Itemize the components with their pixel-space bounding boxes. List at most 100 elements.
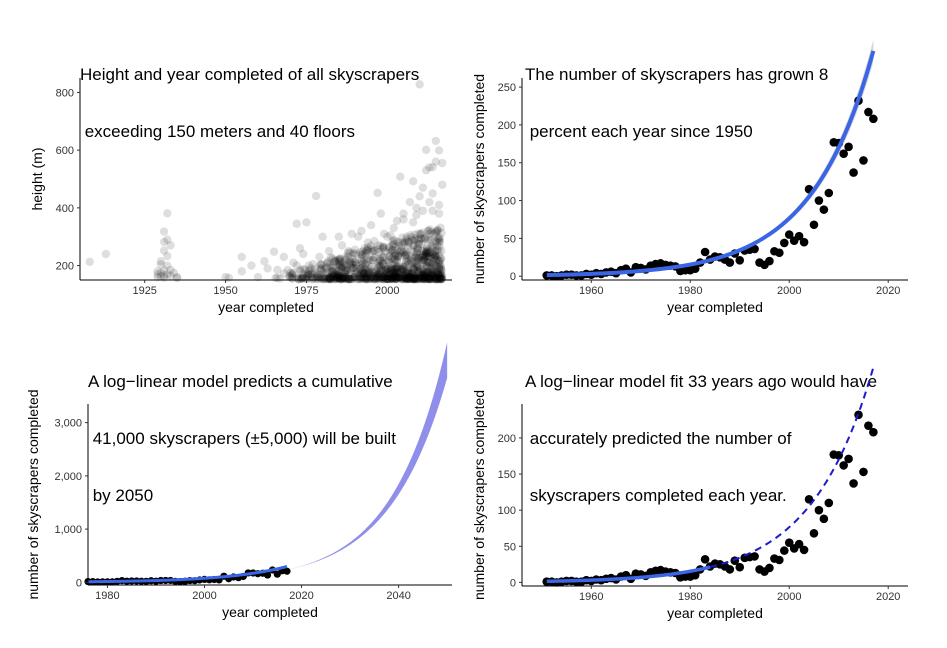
- data-point: [391, 271, 400, 281]
- data-point: [399, 272, 409, 281]
- data-point: [342, 273, 351, 282]
- data-point: [296, 274, 306, 283]
- data-point: [436, 270, 446, 279]
- data-point: [431, 136, 441, 146]
- data-point: [390, 267, 399, 277]
- y-tick-label: 50: [504, 541, 516, 553]
- data-point: [391, 272, 401, 281]
- data-point: [431, 274, 440, 284]
- data-point: [381, 265, 391, 274]
- data-point: [413, 274, 422, 284]
- data-point: [304, 271, 313, 281]
- data-point: [333, 270, 342, 280]
- data-point: [431, 274, 441, 284]
- data-point: [431, 256, 441, 266]
- data-point: [390, 270, 400, 279]
- data-point: [414, 257, 424, 266]
- data-point: [424, 267, 433, 277]
- data-point: [378, 259, 388, 269]
- data-point: [283, 265, 292, 275]
- data-point: [396, 265, 405, 274]
- data-point: [354, 274, 363, 283]
- data-point: [405, 272, 414, 282]
- data-point: [341, 274, 350, 283]
- data-point: [418, 183, 428, 192]
- data-point: [424, 226, 433, 236]
- data-point: [354, 271, 363, 280]
- data-point: [331, 274, 341, 283]
- data-point: [334, 255, 343, 264]
- data-point: [411, 234, 420, 243]
- data-point: [415, 236, 424, 246]
- data-point: [172, 272, 182, 282]
- data-point: [283, 567, 291, 575]
- data-point: [311, 274, 321, 284]
- data-point: [315, 252, 324, 262]
- data-point: [434, 209, 444, 218]
- data-point: [381, 266, 390, 275]
- data-point: [363, 269, 372, 278]
- data-point: [386, 274, 395, 284]
- data-point: [435, 265, 444, 275]
- data-point: [325, 272, 334, 282]
- data-point: [385, 252, 394, 261]
- data-point: [415, 192, 424, 201]
- data-point: [304, 267, 313, 276]
- data-point: [436, 274, 445, 284]
- data-point: [166, 271, 175, 280]
- data-point: [367, 244, 376, 254]
- data-point: [327, 270, 336, 279]
- data-point: [156, 260, 166, 269]
- data-point: [362, 271, 372, 280]
- data-point: [351, 249, 361, 259]
- data-point: [430, 252, 440, 262]
- data-point: [399, 270, 408, 280]
- data-point: [391, 274, 400, 284]
- data-point: [337, 262, 347, 271]
- data-point: [390, 269, 399, 278]
- data-point: [381, 274, 391, 284]
- data-point: [361, 274, 371, 284]
- data-point: [369, 268, 378, 277]
- y-tick-label: 200: [56, 261, 74, 273]
- data-point: [390, 265, 399, 275]
- data-point: [365, 255, 374, 265]
- data-point: [381, 262, 390, 271]
- data-point: [414, 268, 424, 278]
- data-point: [355, 274, 364, 284]
- data-point: [305, 274, 314, 283]
- data-point: [163, 235, 172, 244]
- data-point: [163, 251, 172, 261]
- data-point: [376, 242, 385, 251]
- data-point: [409, 274, 419, 284]
- data-point: [381, 272, 390, 282]
- chart-title-line: accurately predicted the number of: [525, 429, 792, 448]
- data-point: [376, 274, 386, 284]
- data-point: [404, 269, 413, 278]
- data-point: [369, 255, 378, 265]
- data-point: [420, 270, 430, 279]
- data-point: [396, 238, 405, 247]
- data-point: [386, 264, 395, 273]
- data-point: [429, 274, 438, 284]
- data-point: [414, 229, 423, 238]
- data-point: [402, 274, 411, 284]
- data-point: [405, 274, 414, 283]
- data-point: [407, 233, 416, 242]
- data-point: [323, 257, 333, 266]
- data-point: [237, 267, 246, 276]
- data-point: [396, 252, 406, 261]
- y-tick-label: 150: [498, 158, 516, 170]
- data-point: [311, 191, 321, 201]
- data-point: [334, 273, 344, 282]
- data-point: [432, 261, 441, 270]
- data-point: [379, 252, 388, 262]
- data-point: [395, 273, 404, 282]
- data-point: [85, 257, 94, 267]
- data-point: [434, 271, 443, 280]
- data-point: [395, 270, 404, 279]
- data-point: [385, 266, 395, 276]
- chart-height-vs-year: Height and year completed of all skyscra…: [0, 0, 470, 320]
- data-point: [375, 255, 385, 264]
- chart-title-line: 41,000 skyscrapers (±5,000) will be buil…: [88, 429, 396, 448]
